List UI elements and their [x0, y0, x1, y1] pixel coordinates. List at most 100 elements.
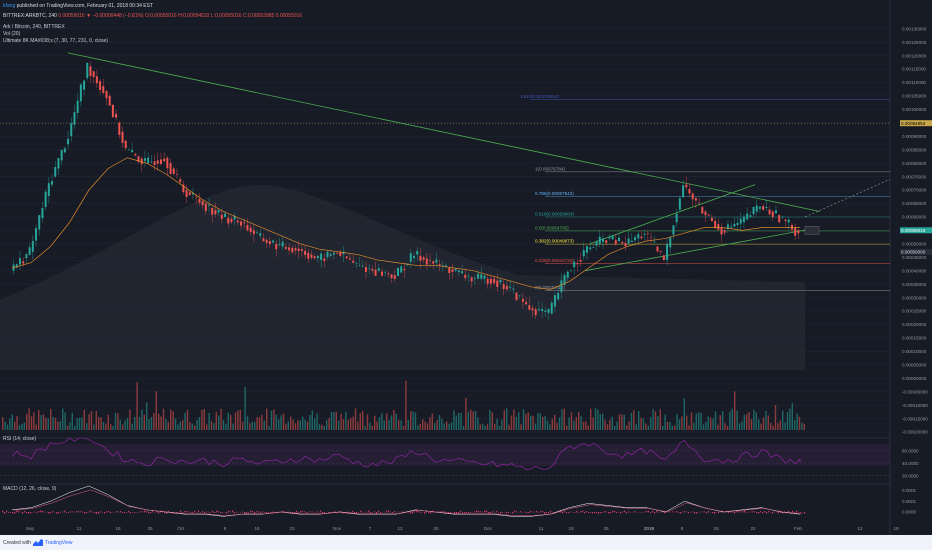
volume-bar	[90, 411, 93, 430]
y-axis-tick-label: -0.00020000	[902, 430, 928, 435]
macd-hist-bar	[306, 512, 308, 514]
candle-body	[512, 288, 515, 290]
volume-bar	[309, 414, 311, 430]
volume-bar	[100, 417, 102, 430]
macd-hist-bar	[190, 512, 192, 513]
volume-bar	[158, 413, 160, 430]
macd-hist-bar	[716, 512, 718, 513]
macd-hist-bar	[672, 511, 674, 513]
volume-bar	[782, 410, 784, 430]
candle-body	[364, 267, 367, 272]
volume-bar	[333, 412, 335, 430]
volume-bar	[371, 425, 373, 430]
candle-body	[643, 233, 646, 235]
x-axis-tick-label: 20	[433, 526, 439, 531]
volume-bar	[359, 412, 361, 430]
macd-hist-bar	[524, 511, 526, 513]
candle-body	[127, 149, 130, 151]
author-name[interactable]: kfang	[3, 3, 16, 9]
volume-bar	[126, 418, 129, 430]
volume-bar	[114, 412, 117, 430]
macd-hist-bar	[128, 510, 130, 513]
volume-bar	[174, 418, 177, 430]
macd-hist-bar	[798, 512, 800, 513]
volume-bar	[218, 415, 220, 430]
macd-hist-bar	[738, 511, 740, 513]
macd-hist-bar	[668, 511, 670, 513]
price-chart[interactable]: 0.00130000 0.00125000 0.00120000 0.00115000…	[0, 0, 932, 535]
macd-hist-bar	[538, 512, 540, 513]
volume-bar	[426, 423, 429, 430]
macd-hist-bar	[90, 510, 92, 513]
macd-hist-bar	[360, 510, 362, 513]
candle-body	[153, 161, 156, 166]
volume-profile-area	[0, 185, 805, 370]
candle-body	[409, 253, 412, 262]
candle-body	[220, 214, 223, 219]
macd-hist-bar	[644, 511, 646, 513]
macd-hist-bar	[182, 512, 184, 513]
candle-body	[762, 206, 765, 211]
candle-body	[553, 295, 556, 307]
volume-bar	[491, 412, 493, 430]
macd-hist-bar	[768, 511, 770, 513]
volume-bar	[695, 413, 697, 430]
price-label-box	[900, 227, 932, 234]
macd-hist-bar	[782, 512, 784, 514]
volume-bar	[112, 425, 114, 430]
volume-bar	[405, 380, 407, 430]
macd-line	[11, 485, 801, 517]
volume-bar	[57, 421, 59, 430]
macd-hist-bar	[414, 511, 416, 513]
macd-hist-bar	[248, 512, 250, 513]
volume-bar	[554, 414, 556, 430]
macd-hist-bar	[142, 511, 144, 513]
macd-hist-bar	[740, 511, 742, 513]
macd-hist-bar	[110, 512, 112, 514]
macd-hist-bar	[188, 511, 190, 513]
candle-body	[480, 274, 483, 279]
volume-bar	[424, 421, 426, 430]
volume-bar	[414, 412, 417, 430]
macd-hist-bar	[96, 512, 98, 514]
volume-bar	[244, 387, 246, 430]
macd-hist-bar	[430, 512, 432, 514]
candle-body	[659, 250, 662, 252]
volume-bar	[575, 417, 577, 430]
macd-legend: MACD (12, 26, close, 9)	[3, 486, 57, 492]
volume-bar	[330, 411, 333, 430]
macd-hist-bar	[354, 512, 356, 514]
volume-bar	[249, 423, 251, 430]
volume-bar	[462, 425, 465, 430]
candle-body	[666, 244, 669, 260]
created-with-text: Created with	[3, 540, 32, 546]
volume-bar	[664, 414, 666, 430]
macd-hist-bar	[764, 510, 766, 513]
volume-bar	[532, 415, 534, 430]
candle-body	[396, 267, 399, 277]
macd-hist-bar	[266, 512, 268, 513]
volume-bar	[138, 417, 141, 430]
candle-body	[781, 216, 784, 218]
macd-hist-bar	[614, 510, 616, 513]
macd-hist-bar	[582, 510, 584, 513]
vol-legend: Vol (20)	[3, 31, 21, 37]
volume-bar	[282, 413, 285, 430]
volume-bar	[110, 424, 112, 430]
macd-hist-bar	[680, 512, 682, 514]
candle-body	[416, 250, 419, 255]
x-axis-tick-label: 11	[77, 526, 82, 531]
volume-bar	[784, 422, 786, 430]
macd-hist-bar	[18, 510, 20, 513]
volume-bar	[95, 411, 97, 430]
volume-bar	[794, 420, 796, 430]
tradingview-brand[interactable]: TradingView	[45, 540, 73, 546]
volume-bar	[261, 414, 263, 430]
macd-hist-bar	[504, 511, 506, 513]
candle-body	[79, 84, 82, 102]
candle-body	[281, 241, 284, 247]
candle-body	[291, 247, 294, 253]
macd-hist-bar	[688, 512, 690, 514]
candle-body	[115, 113, 118, 118]
y-axis-tick-label: 0.00035000	[902, 282, 927, 287]
